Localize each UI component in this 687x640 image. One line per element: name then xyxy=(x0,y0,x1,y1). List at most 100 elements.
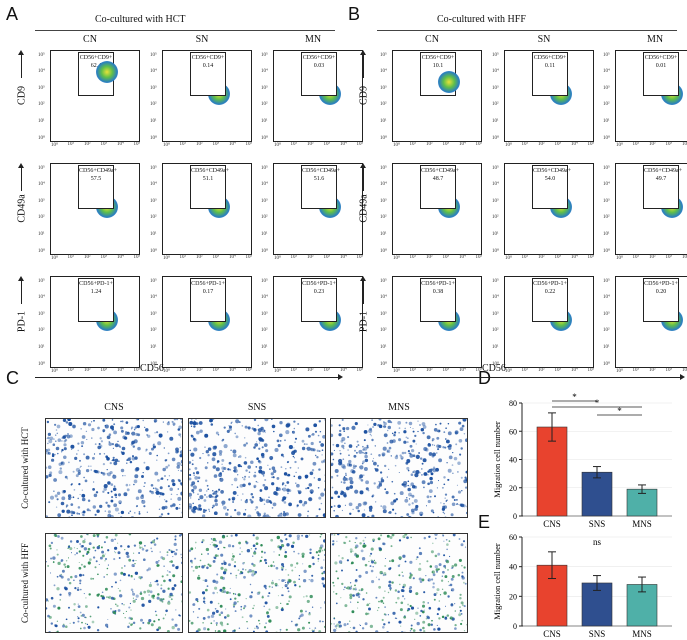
x-tick-label: 10⁴ xyxy=(682,255,687,260)
y-tick-label: 20 xyxy=(509,592,517,601)
y-tick-label: 10² xyxy=(492,102,499,107)
marker-label: CD49a xyxy=(16,194,28,223)
y-tick-label: 10⁰ xyxy=(492,249,500,254)
y-tick-label: 10² xyxy=(150,215,157,220)
y-tick-label: 10¹ xyxy=(150,118,157,124)
x-tick-label: 10⁵ xyxy=(133,368,141,373)
x-tick-label: 10⁴ xyxy=(229,255,236,260)
x-tick-label: 10⁴ xyxy=(459,368,466,373)
gate-label: CD56+CD9+ xyxy=(644,55,678,61)
gate-box: CD56+CD9+ 0.11 xyxy=(532,52,568,96)
x-ticks: 10⁰ 10¹ 10² 10³ 10⁴ 10⁵ xyxy=(274,255,364,262)
x-tick-label: 10³ xyxy=(442,142,450,147)
y-tick-label: 10¹ xyxy=(261,118,268,124)
x-tick-label: 10³ xyxy=(100,142,108,147)
x-ticks: 10⁰ 10¹ 10² 10³ 10⁴ 10⁵ xyxy=(274,368,364,375)
gate-box: CD56+CD49a+ 51.6 xyxy=(301,165,340,209)
gate-label: CD56+CD49a+ xyxy=(79,168,118,174)
category-label: CNS xyxy=(543,519,561,529)
y-tick-label: 10² xyxy=(380,328,387,333)
x-axis-label: CD56 xyxy=(482,363,506,374)
y-tick-label: 10¹ xyxy=(38,344,45,350)
event-cluster xyxy=(438,71,460,93)
x-tick-label: 10⁴ xyxy=(682,142,687,147)
marker-label: CD9 xyxy=(358,86,370,105)
y-tick-label: 10⁵ xyxy=(492,165,499,171)
gate-box: CD56+CD49a+ 48.7 xyxy=(420,165,459,209)
x-tick-label: 10⁴ xyxy=(459,142,466,147)
y-tick-label: 10² xyxy=(380,102,387,107)
x-tick-label: 10³ xyxy=(554,142,562,147)
y-tick-label: 10² xyxy=(603,102,610,107)
arrow-head-icon xyxy=(18,50,24,55)
y-tick-label: 10⁴ xyxy=(380,295,387,300)
y-tick-label: 10⁴ xyxy=(603,69,610,74)
significance-label: * xyxy=(595,398,600,408)
gate-label: CD56+CD9+ xyxy=(302,55,336,61)
panel-c-letter: C xyxy=(6,368,19,388)
x-tick-label: 10¹ xyxy=(290,255,298,260)
panel-b-letter: B xyxy=(348,4,361,24)
y-tick-label: 10⁵ xyxy=(261,165,268,171)
y-tick-label: 10³ xyxy=(261,311,268,317)
y-tick-label: 10¹ xyxy=(261,231,268,237)
flow-plot: 10⁰10¹10²10³10⁴10⁵10⁰10¹10²10³10⁴10⁵CD56… xyxy=(603,276,687,374)
y-tick-label: 10⁰ xyxy=(261,362,269,367)
flow-header: Co-cultured with HCT xyxy=(95,14,186,25)
gate-value: 0.14 xyxy=(202,63,214,69)
x-ticks: 10⁰ 10¹ 10² 10³ 10⁴ 10⁵ xyxy=(51,255,141,262)
y-axis-label: Migration cell number xyxy=(492,543,502,620)
y-tick-label: 10³ xyxy=(380,198,387,204)
y-tick-label: 10⁰ xyxy=(38,136,46,141)
y-tick-label: 10¹ xyxy=(492,231,499,237)
y-ticks: 10⁰ 10¹ 10² 10³ 10⁴ 10⁵ xyxy=(380,51,392,143)
arrow-head-icon xyxy=(360,50,366,55)
gate-value: 49.7 xyxy=(655,176,667,182)
y-tick-label: 10⁰ xyxy=(150,362,158,367)
gate-value: 10.1 xyxy=(432,63,444,69)
y-tick-label: 10⁵ xyxy=(150,52,157,58)
x-tick-label: 10⁵ xyxy=(356,142,364,147)
gate-value: 0.23 xyxy=(313,289,325,295)
y-tick-label: 10⁴ xyxy=(150,69,157,74)
gate-box: CD56+CD49a+ 49.7 xyxy=(643,165,682,209)
y-tick-label: 10³ xyxy=(603,311,610,317)
x-tick-label: 10¹ xyxy=(632,368,640,373)
y-tick-label: 10⁵ xyxy=(492,278,499,284)
arrow-head-icon xyxy=(680,374,685,380)
gate-label: CD56+PD-1+ xyxy=(79,281,113,287)
gate-box: CD56+PD-1+ 1.24 xyxy=(78,278,114,322)
x-axis-label: CD56 xyxy=(140,363,164,374)
y-tick-label: 10⁴ xyxy=(150,295,157,300)
gate-box: CD56+PD-1+ 0.23 xyxy=(301,278,337,322)
x-tick-label: 10⁰ xyxy=(393,369,401,374)
gate-label: CD56+PD-1+ xyxy=(191,281,225,287)
y-tick-label: 10⁴ xyxy=(150,182,157,187)
micro-column-label: MNS xyxy=(388,402,410,413)
stain-texture xyxy=(189,534,325,632)
y-tick-label: 10⁰ xyxy=(380,249,388,254)
y-tick-label: 10⁰ xyxy=(603,136,611,141)
y-tick-label: 10³ xyxy=(38,311,45,317)
bar xyxy=(536,426,568,517)
x-tick-label: 10⁴ xyxy=(340,255,347,260)
y-tick-label: 10³ xyxy=(150,198,157,204)
column-label: MN xyxy=(646,34,664,45)
bar-chart-e: 0 20 40 60 Migration cell number CNS SNS MNS ns xyxy=(492,533,672,639)
x-tick-label: 10³ xyxy=(442,368,450,373)
x-tick-label: 10⁰ xyxy=(505,369,513,374)
x-tick-label: 10⁵ xyxy=(356,255,364,260)
y-tick-label: 10⁵ xyxy=(261,52,268,58)
column-label: MN xyxy=(304,34,322,45)
x-tick-label: 10⁴ xyxy=(340,368,347,373)
y-ticks: 10⁰ 10¹ 10² 10³ 10⁴ 10⁵ xyxy=(150,277,162,369)
y-tick-label: 10⁰ xyxy=(38,362,46,367)
gate-value: 0.38 xyxy=(432,289,444,295)
x-ticks: 10⁰ 10¹ 10² 10³ 10⁴ 10⁵ xyxy=(51,142,141,149)
y-tick-label: 10³ xyxy=(261,198,268,204)
x-tick-label: 10³ xyxy=(554,368,562,373)
